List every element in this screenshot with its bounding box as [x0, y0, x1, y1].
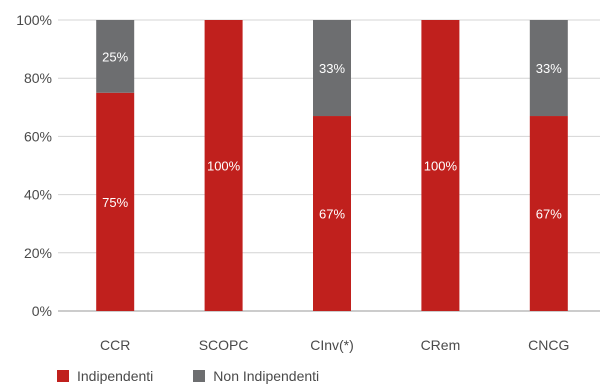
y-tick-label: 60% [24, 128, 52, 144]
data-label: 100% [424, 159, 458, 174]
data-label: 100% [207, 159, 241, 174]
x-tick-label: SCOPC [199, 337, 249, 353]
y-tick-label: 80% [24, 70, 52, 86]
data-label: 67% [319, 207, 345, 222]
data-label: 67% [536, 207, 562, 222]
y-tick-label: 0% [32, 303, 52, 319]
legend: Indipendenti Non Indipendenti [57, 368, 319, 384]
data-label: 75% [102, 195, 128, 210]
legend-item-indipendenti: Indipendenti [57, 368, 153, 384]
data-label: 33% [319, 61, 345, 76]
legend-swatch-indipendenti [57, 370, 69, 382]
legend-swatch-non-indipendenti [193, 370, 205, 382]
x-tick-label: CCR [100, 337, 130, 353]
y-tick-label: 100% [16, 12, 52, 28]
x-tick-label: CNCG [528, 337, 569, 353]
y-tick-label: 40% [24, 187, 52, 203]
legend-label-non-indipendenti: Non Indipendenti [213, 368, 319, 384]
data-label: 33% [536, 61, 562, 76]
stacked-bar-chart: 0% 20% 40% 60% 80% 100% 75% 25% CCR 100% SCOPC 67% 3… [0, 0, 600, 365]
data-label: 25% [102, 49, 128, 64]
x-tick-label: CRem [421, 337, 461, 353]
legend-label-indipendenti: Indipendenti [77, 368, 153, 384]
y-tick-label: 20% [24, 245, 52, 261]
legend-item-non-indipendenti: Non Indipendenti [193, 368, 319, 384]
x-tick-label: CInv(*) [310, 337, 354, 353]
